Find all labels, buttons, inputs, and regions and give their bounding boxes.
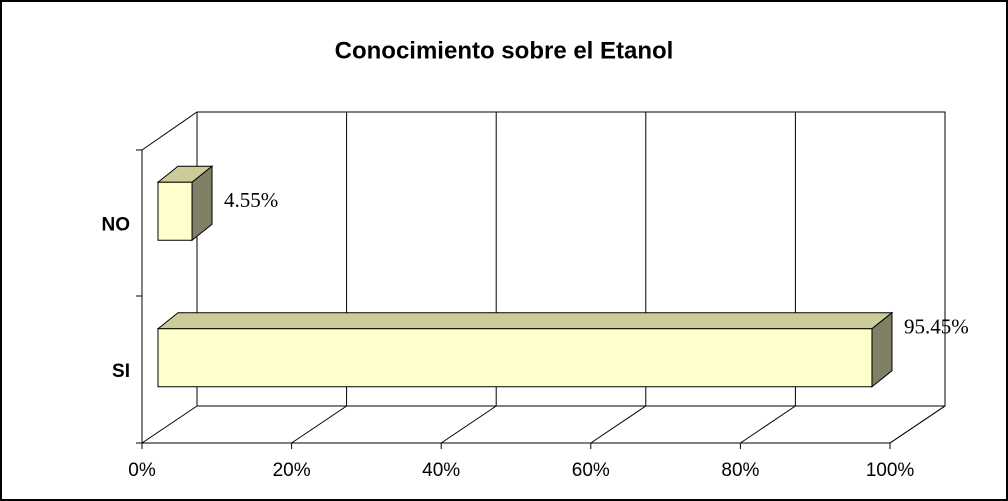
- floor-line: [440, 405, 497, 444]
- floor-line: [141, 405, 198, 444]
- chart-title: Conocimiento sobre el Etanol: [335, 37, 674, 64]
- y-tick-label: SI: [112, 361, 130, 382]
- y-tick-label: NO: [102, 214, 131, 235]
- x-tick-label: 20%: [273, 460, 311, 481]
- x-tick-label: 0%: [128, 460, 156, 481]
- floor-line: [740, 405, 796, 444]
- data-label: 4.55%: [224, 188, 278, 212]
- bar: [157, 328, 873, 388]
- bar-top: [156, 312, 894, 330]
- floor-line: [590, 405, 647, 444]
- x-tick-label: 40%: [422, 460, 460, 481]
- floor-line: [889, 405, 946, 444]
- x-tick-label: 80%: [721, 460, 759, 481]
- floor-line: [291, 405, 347, 444]
- x-tick-label: 100%: [866, 460, 915, 481]
- bar: [157, 181, 193, 241]
- data-label: 95.45%: [904, 315, 969, 339]
- x-tick-label: 60%: [572, 460, 610, 481]
